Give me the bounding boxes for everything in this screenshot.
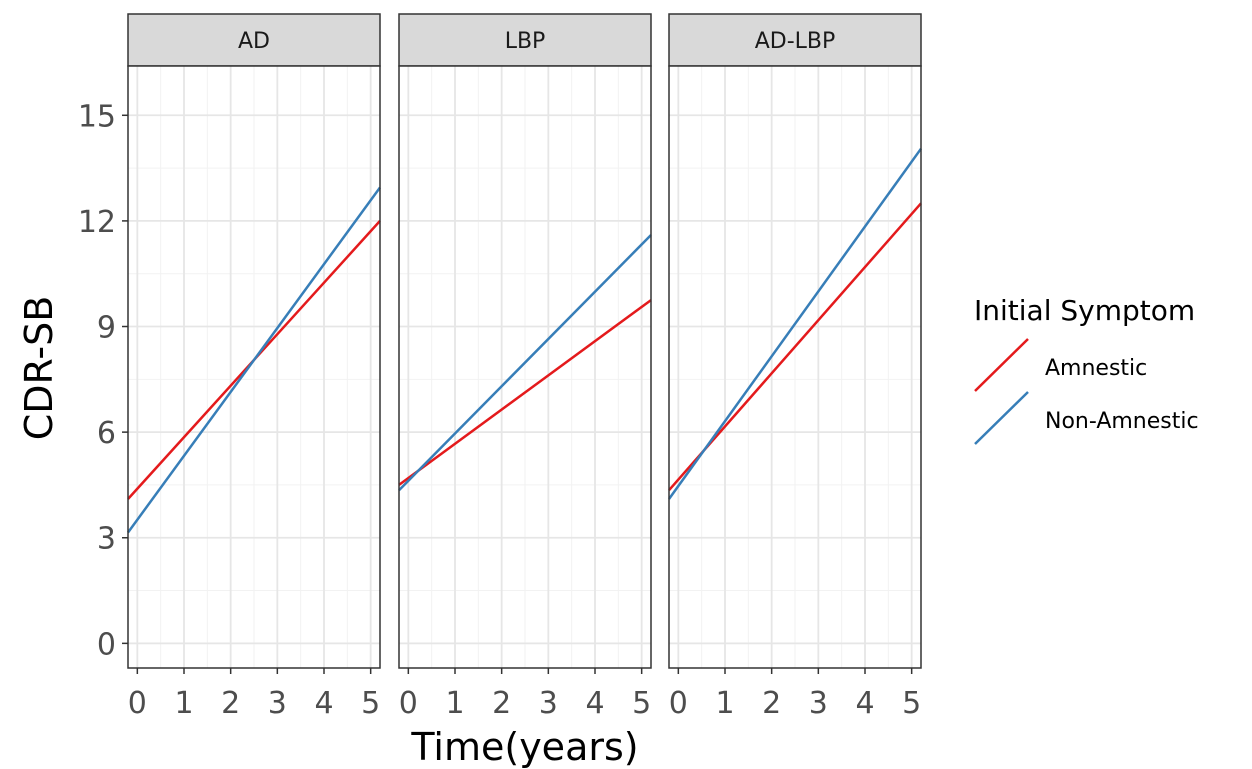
- series-line-amnestic: [398, 299, 652, 486]
- y-tick-label: 9: [97, 311, 116, 346]
- legend-label-amnestic: Amnestic: [1045, 356, 1147, 381]
- x-tick-label: 4: [855, 686, 874, 721]
- legend-title: Initial Symptom: [974, 294, 1195, 327]
- y-tick-label: 15: [78, 99, 116, 134]
- panel-border: [127, 65, 381, 669]
- y-tick-label: 12: [78, 205, 116, 240]
- x-tick-label: 0: [399, 686, 418, 721]
- legend-label-non-amnestic: Non-Amnestic: [1045, 409, 1199, 434]
- x-tick-label: 3: [809, 686, 828, 721]
- x-tick-label: 1: [174, 686, 193, 721]
- facet-panel-lbp: LBP 0 1 2 3 4 5: [398, 13, 652, 721]
- y-tick-label: 6: [97, 416, 116, 451]
- legend-key-non-amnestic: [974, 391, 1029, 445]
- y-tick-label: 0: [97, 627, 116, 662]
- facet-panel-ad-lbp: AD-LBP 0 1 2 3 4 5: [667, 13, 923, 721]
- y-tick-label: 3: [97, 522, 116, 557]
- x-tick-label: 2: [492, 686, 511, 721]
- y-axis-title: CDR-SB: [17, 296, 61, 441]
- x-tick-label: 1: [715, 686, 734, 721]
- facet-strip-label: AD-LBP: [755, 29, 836, 54]
- x-tick-label: 0: [669, 686, 688, 721]
- x-tick-label: 4: [314, 686, 333, 721]
- panel-border: [398, 65, 652, 669]
- facet-strip: [398, 13, 652, 67]
- x-tick-label: 5: [361, 686, 380, 721]
- x-tick-label: 0: [128, 686, 147, 721]
- x-axis-title: Time(years): [410, 725, 638, 769]
- x-tick-label: 2: [221, 686, 240, 721]
- x-tick-label: 3: [539, 686, 558, 721]
- y-axis: 0 3 6 9 12 15: [78, 99, 128, 662]
- x-tick-label: 4: [585, 686, 604, 721]
- panel-border: [668, 65, 922, 669]
- x-tick-label: 1: [445, 686, 464, 721]
- facet-strip: [127, 13, 381, 67]
- series-line-non-amnestic: [667, 147, 923, 500]
- series-line-non-amnestic: [126, 186, 382, 534]
- x-tick-label: 2: [762, 686, 781, 721]
- series-line-non-amnestic: [398, 234, 652, 492]
- legend-key-amnestic: [974, 338, 1029, 392]
- legend: Initial Symptom Amnestic Non-Amnestic: [974, 294, 1199, 445]
- facet-strip-label: AD: [238, 29, 270, 54]
- x-tick-label: 5: [632, 686, 651, 721]
- facet-panel-ad: AD 0 1 2 3 4 5: [126, 13, 382, 721]
- x-tick-label: 3: [268, 686, 287, 721]
- facet-strip: [668, 13, 922, 67]
- facet-strip-label: LBP: [505, 29, 546, 54]
- x-tick-label: 5: [902, 686, 921, 721]
